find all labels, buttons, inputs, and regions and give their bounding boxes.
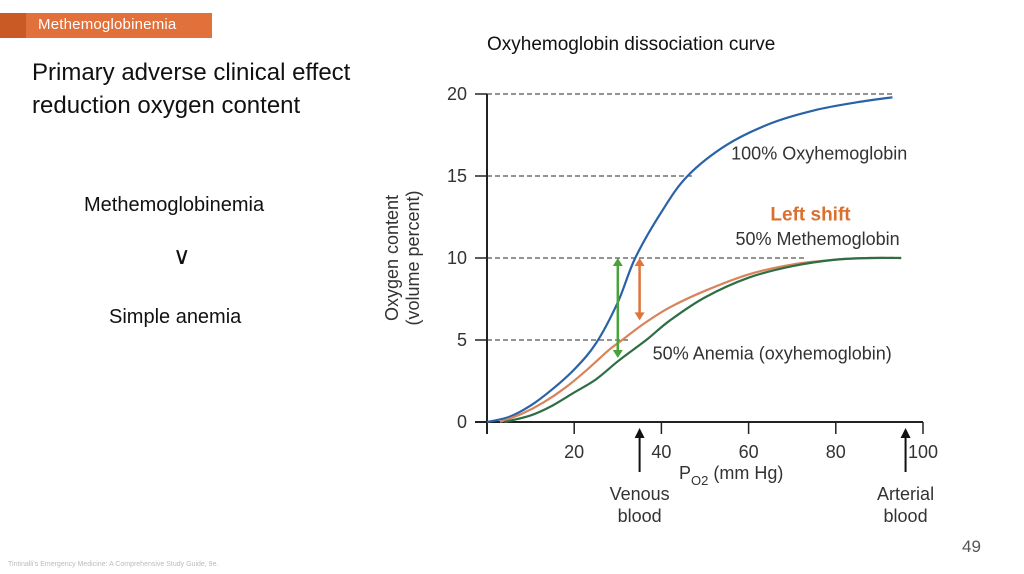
green-arrow xyxy=(612,258,623,359)
x-tick-label: 100 xyxy=(908,442,938,462)
headline-line-1: Primary adverse clinical effect xyxy=(32,59,351,86)
comparison-top: Methemoglobinemia xyxy=(84,194,265,216)
y-tick-label: 0 xyxy=(457,412,467,432)
page-number: 49 xyxy=(962,537,981,556)
orange-arrow-head-up xyxy=(634,258,645,266)
x-axis-label: PO2 (mm Hg) xyxy=(679,463,783,488)
orange-arrow xyxy=(634,258,645,321)
x-axis-label-rest: (mm Hg) xyxy=(708,463,783,483)
annotations: 100% Oxyhemoglobin Left shift 50% Methemog… xyxy=(610,144,934,526)
axes xyxy=(475,94,923,434)
labels: Oxygen content (volume percent) PO2 (mm … xyxy=(382,190,783,488)
green-arrow-head-down xyxy=(612,350,623,359)
section-tag-label: Methemoglobinemia xyxy=(38,16,177,33)
green-arrow-head-up xyxy=(612,258,623,266)
arrow-head xyxy=(634,428,645,438)
annotation-arterial-blood-line: Arterial xyxy=(877,484,934,504)
orange-arrow-head-down xyxy=(634,312,645,321)
y-tick-label: 15 xyxy=(447,166,467,186)
comparison-symbol: ∨ xyxy=(173,243,191,270)
y-tick-label: 20 xyxy=(447,84,467,104)
axis-ticks: 0 5 10 15 20 20 40 60 80 100 xyxy=(447,84,938,462)
series-line-oxyhemoglobin xyxy=(486,96,893,424)
annotation-50-anemia-oxyhemoglobin: 50% Anemia (oxyhemoglobin) xyxy=(653,344,892,364)
x-tick-label: 60 xyxy=(739,442,759,462)
chart-title: Oxyhemoglobin dissociation curve xyxy=(487,34,776,55)
grid-lines xyxy=(487,93,893,341)
arrow-head xyxy=(900,428,911,438)
x-axis-label-sub: O2 xyxy=(691,473,708,488)
annotation-venous-blood-line: blood xyxy=(618,506,662,526)
x-tick-label: 40 xyxy=(651,442,671,462)
footer-citation: Tintinalli's Emergency Medicine: A Compr… xyxy=(8,561,219,568)
y-axis-label-line-1: Oxygen content xyxy=(382,195,402,321)
y-tick-label: 5 xyxy=(457,330,467,350)
annotation-venous-blood-line: Venous xyxy=(610,484,670,504)
section-tag: Methemoglobinemia xyxy=(0,13,212,38)
annotation-arterial-blood-line: blood xyxy=(884,506,928,526)
annotation-100-oxyhemoglobin: 100% Oxyhemoglobin xyxy=(731,144,907,164)
series-line-anemia xyxy=(504,256,902,424)
x-tick-label: 80 xyxy=(826,442,846,462)
series-lines xyxy=(486,96,902,424)
y-axis-label-line-2: (volume percent) xyxy=(403,190,423,325)
headline-line-2: reduction oxygen content xyxy=(32,92,301,119)
y-tick-label: 10 xyxy=(447,248,467,268)
slide-headline: Primary adverse clinical effect reductio… xyxy=(32,56,350,122)
comparison-bottom: Simple anemia xyxy=(109,306,242,328)
section-tag-accent xyxy=(0,13,26,38)
x-axis-label-main: P xyxy=(679,463,691,483)
double-arrows xyxy=(612,258,645,359)
annotation-50-methemoglobin: 50% Methemoglobin xyxy=(736,229,900,249)
x-tick-label: 20 xyxy=(564,442,584,462)
annotation-left-shift: Left shift xyxy=(770,204,851,225)
